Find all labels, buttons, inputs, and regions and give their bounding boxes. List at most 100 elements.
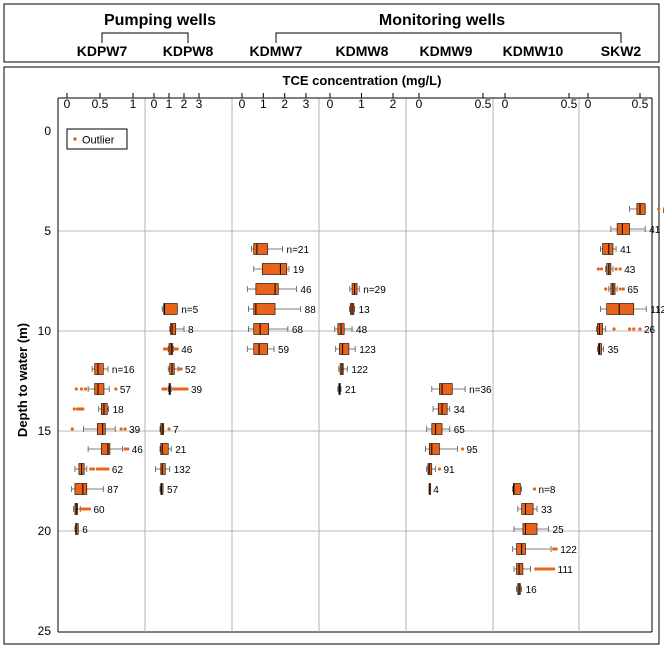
outlier-point <box>123 447 127 451</box>
box-kdmw10-3: 122 <box>512 543 577 556</box>
box-kdpw8-7: 132 <box>155 463 191 476</box>
monitoring-bracket <box>275 32 622 43</box>
legend-box <box>66 128 128 150</box>
outlier-point <box>173 347 177 351</box>
iqr-box <box>94 383 105 395</box>
y-tick-label: 5 <box>44 224 51 238</box>
y-tick-label: 10 <box>38 324 52 338</box>
outlier-point <box>74 387 78 391</box>
well-name-kdmw10: KDMW10 <box>503 43 564 59</box>
iqr-box <box>163 303 178 315</box>
x-tick-label: 1 <box>166 97 173 111</box>
n-label: 21 <box>175 445 187 456</box>
box-skw2-1: 41 <box>610 223 661 236</box>
iqr-box <box>516 543 526 555</box>
box-kdpw7-7: 60 <box>73 503 105 516</box>
n-label: 8 <box>188 325 194 336</box>
n-label: n=8 <box>538 485 555 496</box>
iqr-box <box>94 363 104 375</box>
n-label: 4 <box>433 485 439 496</box>
n-label: 65 <box>454 425 466 436</box>
box-kdpw7-8: 6 <box>74 523 88 536</box>
iqr-box <box>339 343 350 355</box>
x-tick-label: 0.5 <box>92 97 109 111</box>
iqr-box <box>261 263 288 275</box>
n-label: 33 <box>541 505 553 516</box>
panel-kdmw8: n=29 13 48 123 122 21 <box>334 283 386 396</box>
n-label: 41 <box>620 245 632 256</box>
n-label: 13 <box>359 305 371 316</box>
box-skw2-4: 65 <box>604 283 639 296</box>
outlier-point <box>83 387 88 391</box>
box-kdmw7-3: 88 <box>247 303 316 316</box>
iqr-box <box>602 243 614 255</box>
n-label: 132 <box>174 465 191 476</box>
outlier-point <box>552 547 556 551</box>
outlier-point <box>539 567 543 571</box>
outlier-point <box>167 427 171 431</box>
box-kdpw8-4: 39 <box>161 383 203 396</box>
box-skw2-0: n=12 <box>629 203 664 216</box>
n-label: 62 <box>112 465 124 476</box>
n-label: 123 <box>359 345 376 356</box>
n-label: 57 <box>120 385 132 396</box>
n-label: 112 <box>650 305 664 316</box>
box-kdmw9-1: 34 <box>432 403 465 416</box>
outlier-point <box>119 427 123 431</box>
n-label: 6 <box>82 525 88 536</box>
outlier-point <box>618 287 622 291</box>
outlier-point <box>599 267 604 271</box>
n-label: 18 <box>113 405 125 416</box>
outlier-point <box>532 487 537 491</box>
outlier-point <box>164 387 168 391</box>
header-frame <box>3 3 660 63</box>
outlier-point <box>552 567 556 571</box>
outlier-point <box>460 447 465 451</box>
box-kdmw8-2: 48 <box>334 323 368 336</box>
box-kdpw8-1: 8 <box>169 323 194 336</box>
iqr-box <box>253 323 269 335</box>
outlier-point <box>70 427 74 431</box>
n-label: 68 <box>292 325 304 336</box>
box-skw2-6: 26 <box>595 323 656 336</box>
box-kdpw7-1: 57 <box>74 383 132 396</box>
y-tick-label: 15 <box>38 424 52 438</box>
x-tick-label: 0.5 <box>475 97 492 111</box>
x-tick-label: 1 <box>260 97 267 111</box>
n-label: 111 <box>558 565 574 576</box>
x-tick-label: 0 <box>64 97 71 111</box>
box-skw2-5: 112 <box>600 303 664 316</box>
y-tick-label: 20 <box>38 524 52 538</box>
x-tick-label: 1 <box>358 97 365 111</box>
n-label: 39 <box>191 385 203 396</box>
n-label: 57 <box>167 485 179 496</box>
n-label: 16 <box>526 585 538 596</box>
n-label: n=5 <box>181 305 198 316</box>
box-kdpw7-5: 62 <box>74 463 124 476</box>
box-kdmw9-3: 95 <box>424 443 478 456</box>
outlier-point <box>82 507 86 511</box>
box-kdpw7-2: 18 <box>72 403 125 416</box>
iqr-box <box>606 303 635 315</box>
well-name-kdpw8: KDPW8 <box>163 43 214 59</box>
x-tick-label: 0 <box>416 97 423 111</box>
outlier-point <box>628 327 632 331</box>
outlier-point <box>549 567 553 571</box>
n-label: 19 <box>293 265 305 276</box>
iqr-box <box>97 423 106 435</box>
iqr-box <box>170 323 177 335</box>
box-kdmw8-4: 122 <box>338 363 368 376</box>
n-label: 25 <box>553 525 565 536</box>
outlier-point <box>621 287 625 291</box>
outlier-point <box>85 507 89 511</box>
outlier-point <box>171 387 176 391</box>
outlier-point <box>596 267 601 271</box>
outlier-point <box>638 327 642 331</box>
x-tick-label: 0 <box>327 97 334 111</box>
box-kdmw10-2: 25 <box>513 523 565 536</box>
chart-frame <box>3 66 660 645</box>
outlier-point <box>185 387 189 391</box>
box-kdpw8-8: 57 <box>159 483 179 496</box>
iqr-box <box>597 323 603 335</box>
